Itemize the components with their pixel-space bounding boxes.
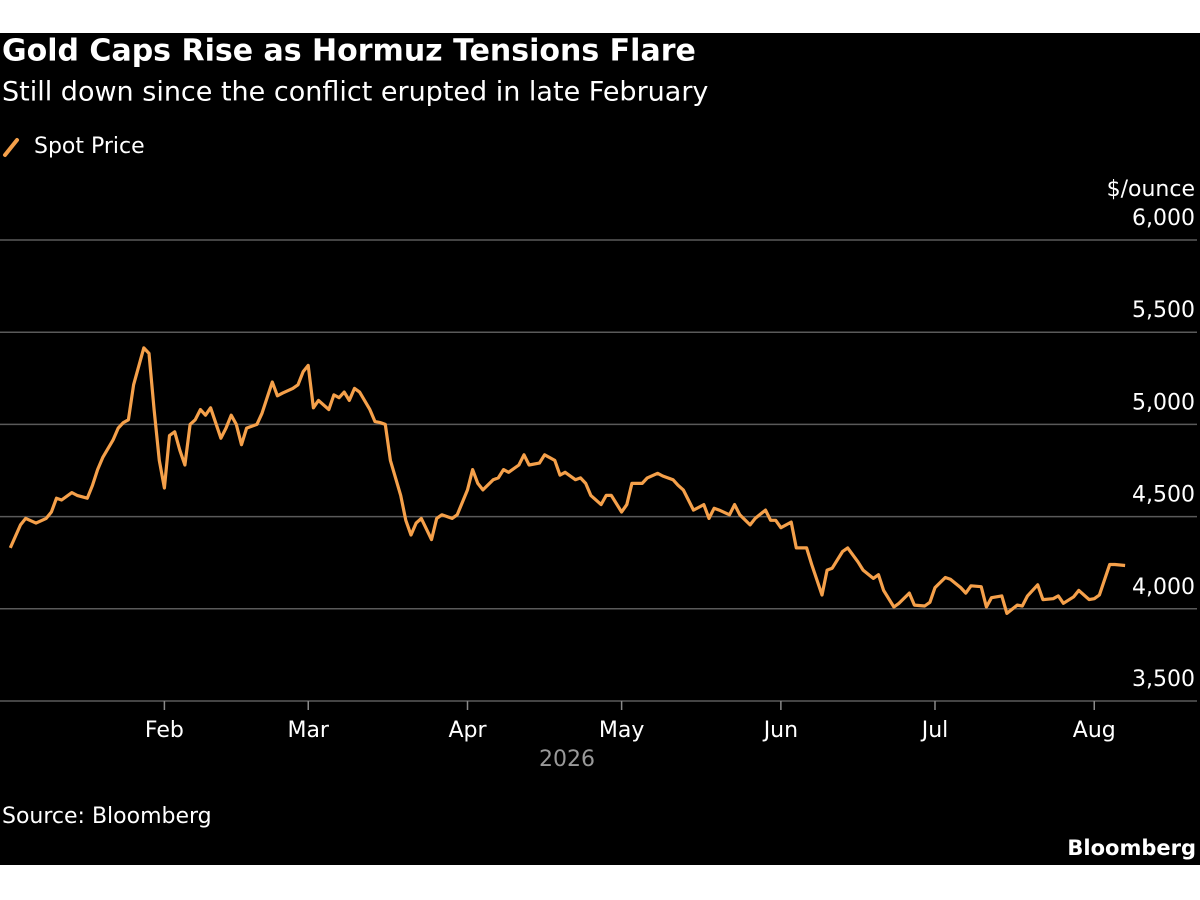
y-axis-label: $/ounce [1107, 177, 1195, 202]
legend-swatch [3, 138, 19, 157]
legend-label: Spot Price [34, 134, 145, 159]
y-tick-label: 4,500 [1132, 483, 1195, 508]
x-tick-label: Jun [762, 718, 798, 743]
y-tick-label: 3,500 [1132, 667, 1195, 692]
x-tick-label: Apr [448, 718, 487, 743]
x-axis-label: 2026 [539, 747, 595, 772]
price-line [8, 346, 1126, 615]
source: Source: Bloomberg [2, 804, 212, 829]
x-tick-label: Jul [920, 718, 949, 743]
y-tick-label: 4,000 [1132, 575, 1195, 600]
x-tick-label: Mar [287, 718, 329, 743]
chart-title: Gold Caps Rise as Hormuz Tensions Flare [2, 34, 696, 69]
x-tick-label: Aug [1073, 718, 1116, 743]
y-tick-label: 5,000 [1132, 390, 1195, 415]
x-tick-label: May [599, 718, 644, 743]
chart-subtitle: Still down since the conflict erupted in… [2, 77, 708, 108]
y-tick-label: 5,500 [1132, 298, 1195, 323]
brand: Bloomberg [1067, 836, 1196, 860]
y-tick-label: 6,000 [1132, 206, 1195, 231]
x-tick-label: Feb [145, 718, 184, 743]
background [0, 33, 1200, 865]
